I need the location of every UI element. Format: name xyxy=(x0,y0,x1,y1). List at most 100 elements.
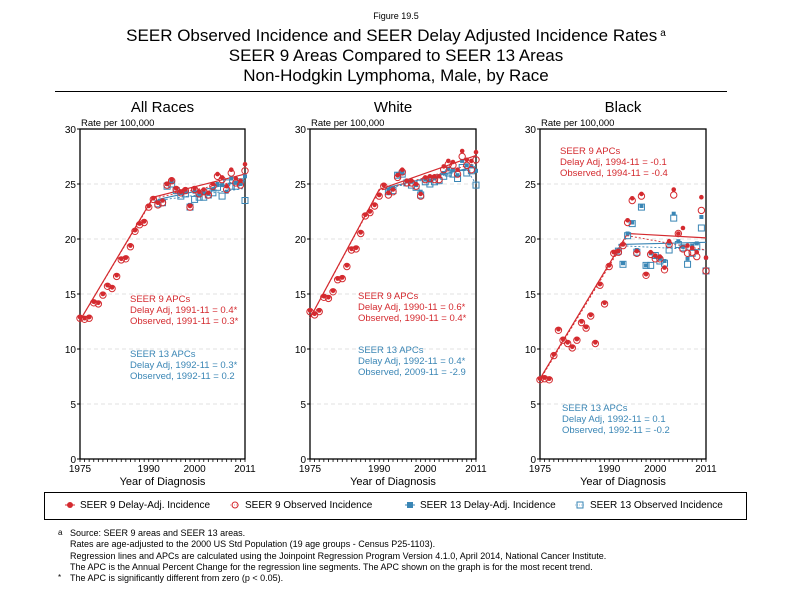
point-seer9-delay xyxy=(620,242,626,247)
point-seer13-delay xyxy=(685,256,690,261)
point-seer9-delay xyxy=(450,159,456,165)
point-seer13-observed xyxy=(458,164,466,171)
point-seer9-delay xyxy=(556,326,561,332)
point-seer9-observed xyxy=(463,161,471,170)
point-seer9-observed xyxy=(679,245,687,253)
footnotes: a Source: SEER 9 areas and SEER 13 areas.… xyxy=(58,528,606,584)
point-seer9-delay xyxy=(657,254,663,259)
point-seer9-delay xyxy=(446,158,451,164)
point-seer13-delay xyxy=(215,182,220,186)
point-seer9-delay xyxy=(413,181,419,187)
point-seer9-observed xyxy=(241,167,249,175)
point-seer9-delay xyxy=(546,376,552,382)
point-seer9-delay xyxy=(155,200,161,205)
point-seer9-delay xyxy=(409,178,414,183)
point-seer9-delay xyxy=(363,212,368,218)
footnote-mark: * xyxy=(58,573,62,583)
point-seer9-delay xyxy=(151,196,156,201)
x-axis-label: Year of Diagnosis xyxy=(580,476,666,488)
point-seer9-delay xyxy=(560,336,566,342)
point-seer13-delay xyxy=(662,259,667,263)
footnote: * The APC is significantly different from… xyxy=(58,573,606,584)
apc-text-seer9: Delay Adj, 1994-11 = -0.1 xyxy=(560,157,667,168)
point-seer9-delay xyxy=(91,299,97,305)
panel-title: All Races xyxy=(131,99,194,116)
point-seer9-delay xyxy=(602,300,607,306)
point-seer9-delay xyxy=(680,225,686,231)
y-tick-label: 15 xyxy=(295,290,307,301)
point-seer13-delay xyxy=(676,239,681,244)
footnote-text: Rates are age-adjusted to the 2000 US St… xyxy=(70,539,436,550)
apc-heading-seer9: SEER 9 APCs xyxy=(130,294,190,305)
point-seer9-delay xyxy=(173,186,179,191)
point-seer9-delay xyxy=(395,172,400,178)
point-seer13-delay xyxy=(229,176,234,181)
point-seer9-delay xyxy=(390,187,396,192)
point-seer9-delay xyxy=(427,174,433,179)
point-seer9-delay xyxy=(676,231,681,236)
point-seer13-observed xyxy=(241,197,249,204)
point-seer9-delay xyxy=(455,167,460,172)
open-circle-marker-icon xyxy=(230,501,240,508)
legend-item-seer13-observed: SEER 13 Observed Incidence xyxy=(575,500,723,511)
point-seer9-delay xyxy=(597,281,603,287)
open-square-marker-icon xyxy=(575,501,585,508)
title-text: SEER Observed Incidence and SEER Delay A… xyxy=(126,26,658,45)
chart-title-line-1: SEER Observed Incidence and SEER Delay A… xyxy=(0,26,792,46)
point-seer9-delay xyxy=(96,300,101,306)
point-seer9-delay xyxy=(689,245,695,251)
apc-text-seer9: Delay Adj, 1990-11 = 0.6* xyxy=(358,302,466,313)
x-tick-label: 1975 xyxy=(69,464,92,475)
apc-heading-seer13: SEER 13 APCs xyxy=(562,403,628,414)
point-seer9-delay xyxy=(238,178,243,183)
apc-text-seer13: Observed, 2009-11 = -2.9 xyxy=(358,367,466,378)
footnote-text: Source: SEER 9 areas and SEER 13 areas. xyxy=(70,528,246,538)
y-tick-label: 5 xyxy=(300,400,306,411)
point-seer13-delay xyxy=(464,163,469,168)
point-seer9-delay xyxy=(326,295,331,300)
point-seer9-delay xyxy=(703,255,709,260)
point-seer9-delay xyxy=(432,174,437,179)
footnote-text: The APC is significantly different from … xyxy=(70,573,284,584)
footnote-mark: a xyxy=(58,528,63,537)
filled-circle-marker-icon xyxy=(65,501,75,508)
point-seer9-delay xyxy=(634,248,640,254)
point-seer9-delay xyxy=(160,198,165,203)
point-seer9-delay xyxy=(307,308,313,313)
point-seer9-delay xyxy=(141,219,147,224)
point-seer13-delay xyxy=(386,187,391,192)
point-seer9-delay xyxy=(399,167,405,172)
point-seer9-delay xyxy=(473,149,479,155)
point-seer9-delay xyxy=(648,249,653,255)
x-tick-label: 1990 xyxy=(138,464,161,475)
point-seer9-observed xyxy=(702,267,710,275)
apc-text-seer9: Observed, 1991-11 = 0.3* xyxy=(130,316,239,327)
y-tick-label: 10 xyxy=(295,345,307,356)
legend-item-seer9-delay: SEER 9 Delay-Adj. Incidence xyxy=(65,500,210,511)
footnote-text: Regression lines and APCs are calculated… xyxy=(70,550,607,561)
point-seer9-delay xyxy=(192,186,197,191)
point-seer9-observed xyxy=(697,206,706,215)
point-seer13-delay xyxy=(446,166,451,171)
point-seer9-delay xyxy=(137,221,142,226)
point-seer13-observed xyxy=(697,224,705,232)
apc-text-seer9: Observed, 1990-11 = 0.4* xyxy=(358,313,467,324)
point-seer9-delay xyxy=(349,246,354,252)
apc-text-seer13: Observed, 1992-11 = -0.2 xyxy=(562,425,670,436)
legend-label: SEER 13 Observed Incidence xyxy=(590,500,723,511)
regression-line-seer9-delay xyxy=(539,232,707,380)
footnote: Rates are age-adjusted to the 2000 US St… xyxy=(58,539,606,550)
x-tick-label: 2000 xyxy=(644,464,667,475)
point-seer9-delay xyxy=(183,187,188,192)
point-seer13-delay xyxy=(625,231,630,236)
point-seer9-delay xyxy=(233,176,239,181)
x-tick-label: 1990 xyxy=(368,464,391,475)
point-seer9-delay xyxy=(242,161,248,167)
point-seer13-delay xyxy=(639,204,644,208)
point-seer13-delay xyxy=(233,180,238,185)
y-tick-label: 15 xyxy=(525,290,537,301)
point-seer13-delay xyxy=(630,220,635,225)
legend-item-seer13-delay: SEER 13 Delay-Adj. Incidence xyxy=(405,500,556,511)
point-seer9-delay xyxy=(330,288,336,294)
point-seer9-delay xyxy=(335,276,340,281)
